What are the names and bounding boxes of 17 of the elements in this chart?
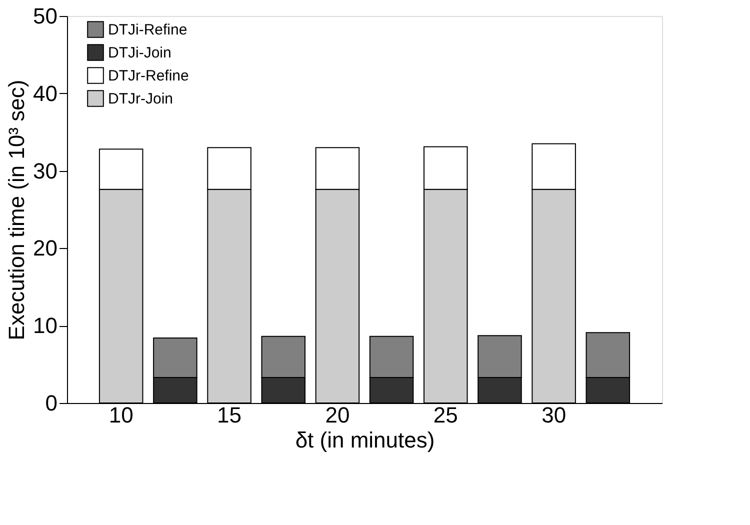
legend-label: DTJi-Join (108, 44, 172, 62)
y-tick-label: 50 (33, 4, 58, 28)
y-tick-label: 20 (33, 236, 58, 261)
legend-label: DTJi-Refine (108, 22, 188, 38)
x-tick-label: 25 (433, 402, 458, 428)
x-tick-label: 20 (325, 402, 350, 428)
x-tick-label: 30 (542, 402, 566, 428)
x-tick-label: 15 (217, 402, 242, 428)
legend-label: DTJr-Refine (108, 68, 189, 84)
x-tick-label: 10 (108, 402, 134, 428)
x-axis-title: δt (in minutes) (295, 428, 435, 452)
y-tick-label: 10 (33, 313, 58, 338)
y-tick-label: 40 (33, 80, 58, 106)
legend-label: DTJr-Join (108, 90, 174, 108)
y-axis-title: Execution time (in 10³ sec) (4, 80, 30, 340)
y-tick-label: 0 (45, 390, 58, 416)
y-tick-label: 30 (33, 158, 58, 184)
